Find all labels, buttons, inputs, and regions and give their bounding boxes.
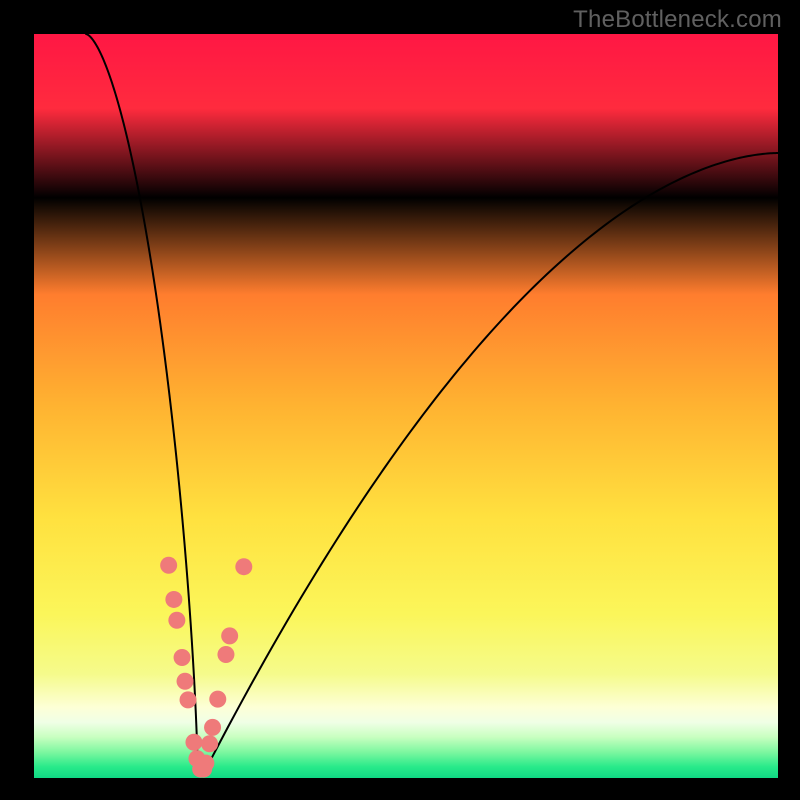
data-marker	[209, 691, 226, 708]
data-marker	[168, 612, 185, 629]
data-marker	[235, 558, 252, 575]
data-marker	[217, 646, 234, 663]
data-marker	[180, 691, 197, 708]
gradient-background	[34, 34, 778, 778]
data-marker	[174, 649, 191, 666]
data-marker	[221, 627, 238, 644]
data-marker	[160, 557, 177, 574]
data-marker	[185, 734, 202, 751]
watermark-text: TheBottleneck.com	[573, 6, 782, 34]
data-marker	[201, 735, 218, 752]
data-marker	[204, 719, 221, 736]
data-marker	[165, 591, 182, 608]
data-marker	[197, 755, 214, 772]
plot-area	[34, 34, 778, 778]
data-marker	[177, 673, 194, 690]
